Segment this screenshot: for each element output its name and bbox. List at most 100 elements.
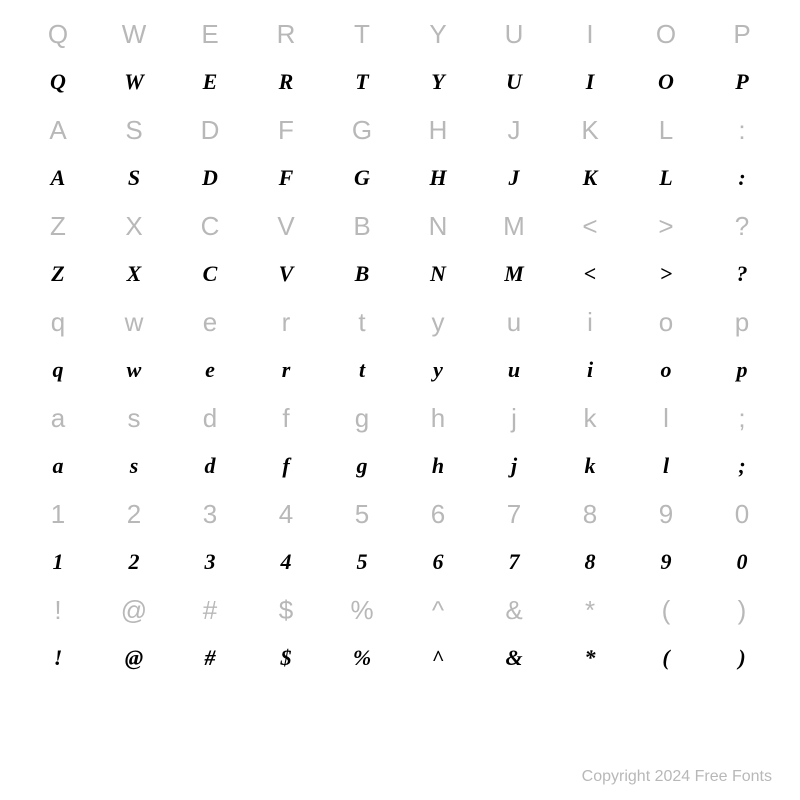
sample-glyph: 7 [509,549,520,575]
sample-glyph: P [735,69,748,95]
reference-glyph: : [738,115,745,146]
sample-glyph: p [737,357,748,383]
sample-glyph: % [353,645,371,671]
sample-glyph: s [130,453,139,479]
sample-glyph: $ [281,645,292,671]
reference-glyph: M [503,211,525,242]
reference-glyph: W [122,19,147,50]
reference-glyph: O [656,19,676,50]
reference-glyph: a [51,403,65,434]
reference-glyph: T [354,19,370,50]
reference-glyph: d [203,403,217,434]
reference-glyph: X [125,211,142,242]
sample-glyph: i [587,357,593,383]
reference-glyph: j [511,403,517,434]
sample-glyph: C [203,261,218,287]
sample-glyph: @ [125,645,143,671]
reference-glyph: * [585,595,595,626]
sample-glyph: X [127,261,142,287]
reference-glyph: l [663,403,669,434]
reference-glyph: y [432,307,445,338]
reference-glyph: p [735,307,749,338]
reference-glyph: S [125,115,142,146]
reference-glyph: K [581,115,598,146]
sample-glyph: M [504,261,524,287]
sample-glyph: ! [54,645,63,671]
character-map-grid: QWERTYUIOPQWERTYUIOPASDFGHJKL:ASDFGHJKL:… [20,10,780,682]
reference-glyph: Q [48,19,68,50]
sample-glyph: ? [737,261,748,287]
reference-glyph: B [353,211,370,242]
reference-glyph: 1 [51,499,65,530]
sample-glyph: L [659,165,672,191]
sample-glyph: q [53,357,64,383]
reference-glyph: 0 [735,499,749,530]
reference-glyph: A [49,115,66,146]
reference-glyph: 4 [279,499,293,530]
reference-glyph: o [659,307,673,338]
reference-glyph: $ [279,595,293,626]
reference-glyph: ! [54,595,61,626]
reference-glyph: ) [738,595,747,626]
copyright-text: Copyright 2024 Free Fonts [582,768,772,786]
reference-glyph: t [358,307,365,338]
sample-glyph: Y [431,69,444,95]
sample-glyph: # [205,645,216,671]
sample-glyph: * [585,645,596,671]
reference-glyph: U [505,19,524,50]
sample-glyph: a [53,453,64,479]
reference-glyph: s [128,403,141,434]
sample-glyph: d [205,453,216,479]
reference-glyph: e [203,307,217,338]
reference-glyph: < [582,211,597,242]
reference-glyph: w [125,307,144,338]
reference-glyph: V [277,211,294,242]
reference-glyph: h [431,403,445,434]
sample-glyph: 8 [585,549,596,575]
sample-glyph: & [505,645,522,671]
reference-glyph: ^ [432,595,444,626]
reference-glyph: R [277,19,296,50]
sample-glyph: t [359,357,365,383]
reference-glyph: H [429,115,448,146]
sample-glyph: V [279,261,294,287]
sample-glyph: T [355,69,368,95]
sample-glyph: H [429,165,446,191]
sample-glyph: ) [738,645,745,671]
sample-glyph: 2 [129,549,140,575]
reference-glyph: P [733,19,750,50]
reference-glyph: ; [738,403,745,434]
reference-glyph: 2 [127,499,141,530]
reference-glyph: 8 [583,499,597,530]
reference-glyph: G [352,115,372,146]
reference-glyph: ? [735,211,749,242]
sample-glyph: r [282,357,291,383]
reference-glyph: D [201,115,220,146]
reference-glyph: C [201,211,220,242]
sample-glyph: e [205,357,215,383]
reference-glyph: F [278,115,294,146]
sample-glyph: K [583,165,598,191]
sample-glyph: f [282,453,289,479]
reference-glyph: 3 [203,499,217,530]
sample-glyph: 4 [281,549,292,575]
sample-glyph: Z [51,261,64,287]
reference-glyph: I [586,19,593,50]
sample-glyph: J [509,165,520,191]
reference-glyph: i [587,307,593,338]
sample-glyph: A [51,165,66,191]
reference-glyph: 7 [507,499,521,530]
reference-glyph: & [505,595,522,626]
reference-glyph: N [429,211,448,242]
sample-glyph: y [433,357,443,383]
reference-glyph: @ [121,595,147,626]
sample-glyph: F [279,165,294,191]
sample-glyph: 9 [661,549,672,575]
sample-glyph: N [430,261,446,287]
sample-glyph: ^ [432,645,445,671]
sample-glyph: o [661,357,672,383]
reference-glyph: % [350,595,373,626]
sample-glyph: 1 [53,549,64,575]
reference-glyph: g [355,403,369,434]
reference-glyph: 9 [659,499,673,530]
